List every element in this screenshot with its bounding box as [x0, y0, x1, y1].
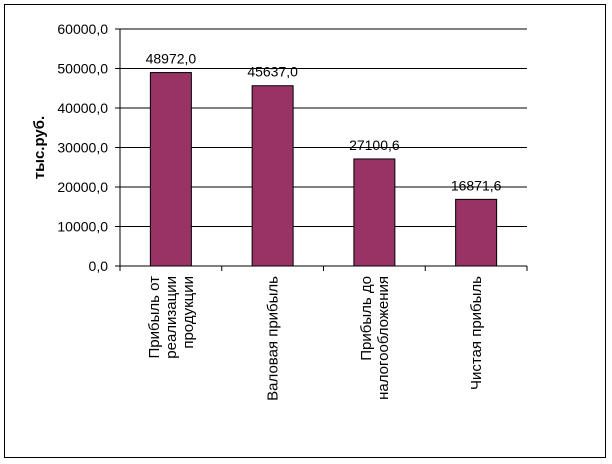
x-category-label-2-line-0: Прибыль до	[358, 276, 375, 361]
bar-2	[353, 158, 396, 267]
bar-1	[251, 85, 294, 267]
x-category-label-3-line-0: Чистая прибыль	[468, 276, 485, 390]
y-tick-label-4: 40000,0	[57, 100, 108, 116]
x-category-label-2: Прибыль доналогообложения	[358, 276, 392, 400]
y-tick-label-0: 0,0	[89, 258, 109, 274]
y-tick-label-2: 20000,0	[57, 179, 108, 195]
data-label-0: 48972,0	[146, 51, 197, 67]
data-label-1: 45637,0	[247, 64, 298, 80]
y-axis-title: тыс.руб.	[31, 116, 48, 179]
x-category-label-0-line-2: продукции	[180, 276, 197, 349]
y-tick-label-5: 50000,0	[57, 61, 108, 77]
data-label-3: 16871,6	[451, 177, 502, 193]
data-label-2: 27100,6	[349, 137, 400, 153]
x-category-label-0: Прибыль отреализациипродукции	[146, 276, 197, 359]
bar-3	[455, 198, 498, 267]
x-category-label-2-line-1: налогообложения	[375, 276, 392, 400]
x-category-label-0-line-0: Прибыль от	[146, 276, 163, 359]
x-category-label-3: Чистая прибыль	[468, 276, 485, 390]
x-category-label-0-line-1: реализации	[163, 276, 180, 359]
x-category-label-1: Валовая прибыль	[265, 276, 282, 401]
x-category-label-1-line-0: Валовая прибыль	[265, 276, 282, 401]
y-tick-label-6: 60000,0	[57, 21, 108, 37]
y-tick-label-1: 10000,0	[57, 219, 108, 235]
bar-0	[149, 72, 192, 267]
chart-frame	[4, 4, 606, 458]
y-tick-label-3: 30000,0	[57, 140, 108, 156]
